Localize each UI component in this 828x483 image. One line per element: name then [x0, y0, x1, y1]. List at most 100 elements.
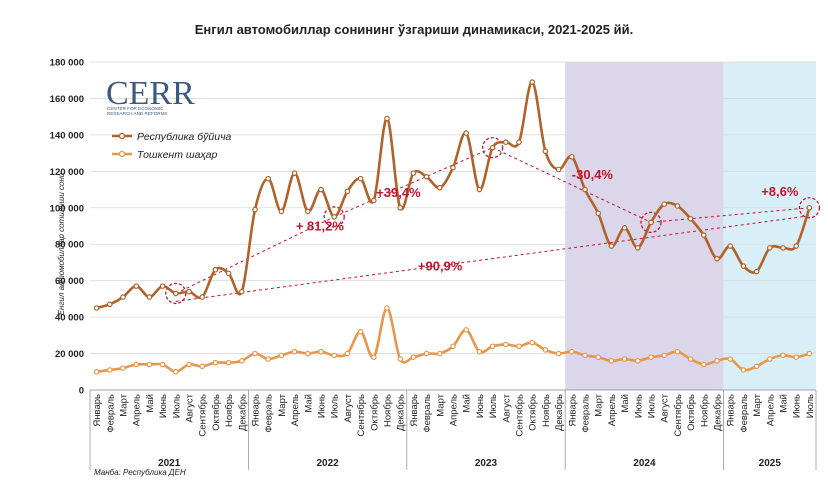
data-point [489, 343, 496, 350]
data-point [806, 350, 813, 357]
data-point [595, 354, 602, 361]
x-tick-label: Февраль [739, 394, 750, 433]
data-point [700, 361, 707, 368]
annotation-label: +8,6% [761, 184, 799, 199]
x-tick-label: Июнь [158, 394, 169, 418]
data-point [252, 206, 258, 213]
highlight-circle [798, 197, 821, 219]
x-tick-label: Январь [567, 394, 578, 427]
x-tick-label: Июль [171, 394, 182, 418]
data-point [278, 208, 285, 215]
y-grid [90, 61, 816, 391]
data-point [133, 361, 140, 368]
highlight-circle [165, 282, 187, 305]
data-point [107, 301, 113, 308]
x-tick-label: Май [145, 394, 156, 413]
x-tick-label: Август [660, 393, 671, 422]
data-point [344, 350, 351, 357]
data-point [186, 361, 192, 368]
x-tick-label: Май [779, 394, 790, 413]
x-tick-label: Сентябрь [198, 394, 209, 437]
data-point [489, 144, 496, 151]
x-tick-label: Апрель [132, 394, 143, 426]
x-tick-label: Август [185, 393, 196, 422]
data-point [318, 186, 324, 193]
legend-label-tashkent: Тошкент шаҳар [137, 149, 218, 161]
x-tick-label: Сентябрь [673, 394, 684, 437]
data-point [252, 350, 258, 357]
x-tick-label: Ноябрь [541, 394, 552, 427]
data-point [476, 348, 483, 355]
x-tick-label: Июнь [475, 394, 486, 418]
trend-line [175, 216, 335, 294]
data-point [582, 352, 588, 359]
data-point [780, 352, 786, 359]
data-point [529, 79, 536, 85]
data-point [212, 266, 219, 273]
highlight-circle [640, 211, 662, 234]
x-tick-label: Март [119, 393, 130, 416]
x-tick-label: Декабрь [554, 394, 565, 431]
legend: Республика бўйича Тошкент шаҳар [112, 131, 232, 161]
data-point [502, 341, 509, 348]
data-point [133, 283, 140, 289]
logo-text: CERR [106, 75, 195, 112]
logo-subtitle-1: CENTER FOR ECONOMIC [107, 106, 164, 111]
x-tick-label: Октябрь [211, 394, 222, 431]
data-point [331, 214, 338, 220]
data-point [595, 210, 602, 217]
data-point [502, 139, 509, 145]
data-point [621, 356, 628, 362]
data-point [225, 270, 232, 277]
year-label: 2023 [475, 458, 498, 469]
data-point [661, 201, 668, 207]
x-tick-label: Октябрь [528, 394, 539, 431]
data-point [700, 232, 707, 238]
x-tick-label: Апрель [765, 394, 776, 426]
x-tick-label: Март [594, 393, 605, 416]
data-point [146, 361, 153, 368]
x-tick-label: Январь [251, 394, 262, 427]
y-tick-label: 40 000 [55, 313, 84, 324]
data-point [93, 305, 100, 311]
data-point [397, 356, 404, 362]
data-point [542, 347, 549, 353]
data-point [173, 368, 179, 375]
x-tick-label: Февраль [581, 394, 592, 433]
data-point [291, 170, 298, 176]
x-tick-label: Июнь [317, 394, 328, 418]
data-point [753, 363, 760, 370]
trend-line [175, 215, 810, 302]
data-point [661, 352, 668, 359]
data-point [436, 350, 443, 357]
x-tick-label: Май [620, 394, 631, 413]
data-point [423, 174, 430, 180]
data-point [107, 367, 113, 373]
y-tick-label: 0 [79, 386, 84, 397]
data-point [357, 175, 364, 182]
y-tick-label: 60 000 [55, 276, 84, 287]
trend-lines [165, 136, 821, 305]
x-tick-label: Апрель [290, 394, 301, 426]
x-tick-label: Сентябрь [515, 394, 526, 437]
y-tick-label: 20 000 [55, 349, 84, 360]
data-point [674, 348, 681, 355]
x-tick-label: Июль [330, 394, 341, 418]
data-point [304, 208, 311, 215]
data-point [714, 358, 720, 364]
shaded-region-0 [565, 62, 724, 390]
data-point [727, 243, 734, 249]
data-point [357, 328, 364, 335]
legend-label-republic: Республика бўйича [137, 131, 232, 143]
x-tick-label: Июль [647, 394, 658, 418]
data-point [634, 245, 641, 251]
data-point [120, 365, 126, 371]
data-point [239, 358, 245, 364]
data-point [463, 130, 470, 136]
data-point [344, 188, 351, 195]
data-point [186, 288, 192, 295]
year-labels: 2021 2022 2023 2024 2025 [89, 390, 817, 470]
year-label: 2024 [633, 458, 656, 469]
annotation-label: +90,9% [418, 259, 463, 274]
